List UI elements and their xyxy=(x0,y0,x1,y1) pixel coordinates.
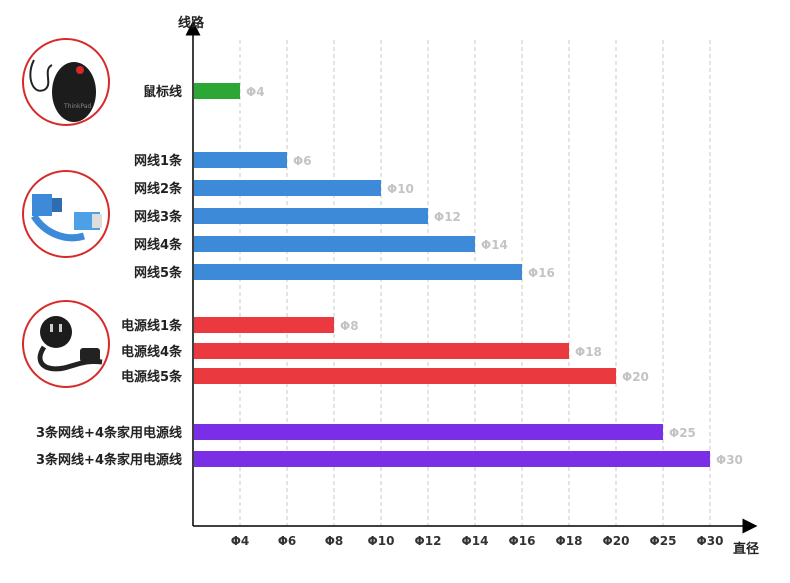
bar xyxy=(194,451,710,467)
data-label: Φ14 xyxy=(481,238,508,252)
labels: Φ4 Φ6 Φ8 Φ10 Φ12 Φ14 Φ16 Φ18 Φ20 Φ25 Φ30 鼠标线 Φ4 网线1条 Φ… xyxy=(36,84,743,548)
data-label: Φ18 xyxy=(575,345,602,359)
category-label: 3条网线+4条家用电源线 xyxy=(36,452,182,468)
x-tick-label: Φ18 xyxy=(556,534,583,548)
category-label: 电源线5条 xyxy=(121,369,183,385)
bar xyxy=(194,264,522,280)
x-tick-label: Φ4 xyxy=(231,534,250,548)
category-label: 鼠标线 xyxy=(143,84,182,100)
data-label: Φ6 xyxy=(293,154,312,168)
network-cable-photo-icon xyxy=(22,170,110,258)
bars xyxy=(194,83,710,467)
category-label: 3条网线+4条家用电源线 xyxy=(36,425,182,441)
x-tick-label: Φ16 xyxy=(509,534,536,548)
power-cable-photo-icon xyxy=(22,300,110,388)
data-label: Φ4 xyxy=(246,85,265,99)
data-label: Φ10 xyxy=(387,182,414,196)
category-label: 电源线4条 xyxy=(121,344,183,360)
svg-text:ThinkPad: ThinkPad xyxy=(63,103,91,110)
x-axis-title: 直径 xyxy=(733,541,759,557)
data-label: Φ25 xyxy=(669,426,696,440)
x-tick-label: Φ25 xyxy=(650,534,677,548)
category-label: 网线5条 xyxy=(134,265,183,281)
bar xyxy=(194,317,334,333)
category-label: 网线2条 xyxy=(134,181,183,197)
x-tick-label: Φ6 xyxy=(278,534,297,548)
category-label: 网线4条 xyxy=(134,237,183,253)
bar xyxy=(194,83,240,99)
bar xyxy=(194,152,287,168)
data-label: Φ8 xyxy=(340,319,359,333)
bar xyxy=(194,208,428,224)
bar xyxy=(194,180,381,196)
x-tick-label: Φ14 xyxy=(462,534,489,548)
category-label: 电源线1条 xyxy=(121,318,183,334)
bar xyxy=(194,236,475,252)
mouse-photo-icon: ThinkPad xyxy=(22,38,110,126)
x-tick-label: Φ12 xyxy=(415,534,442,548)
category-label: 网线3条 xyxy=(134,209,183,225)
y-axis-title: 线路 xyxy=(178,15,205,31)
x-tick-label: Φ20 xyxy=(603,534,630,548)
category-label: 网线1条 xyxy=(134,153,183,169)
bar xyxy=(194,343,569,359)
x-tick-label: Φ8 xyxy=(325,534,344,548)
data-label: Φ16 xyxy=(528,266,555,280)
x-tick-label: Φ30 xyxy=(697,534,724,548)
bar xyxy=(194,368,616,384)
bar xyxy=(194,424,663,440)
data-label: Φ12 xyxy=(434,210,461,224)
x-tick-label: Φ10 xyxy=(368,534,395,548)
data-label: Φ20 xyxy=(622,370,649,384)
data-label: Φ30 xyxy=(716,453,743,467)
